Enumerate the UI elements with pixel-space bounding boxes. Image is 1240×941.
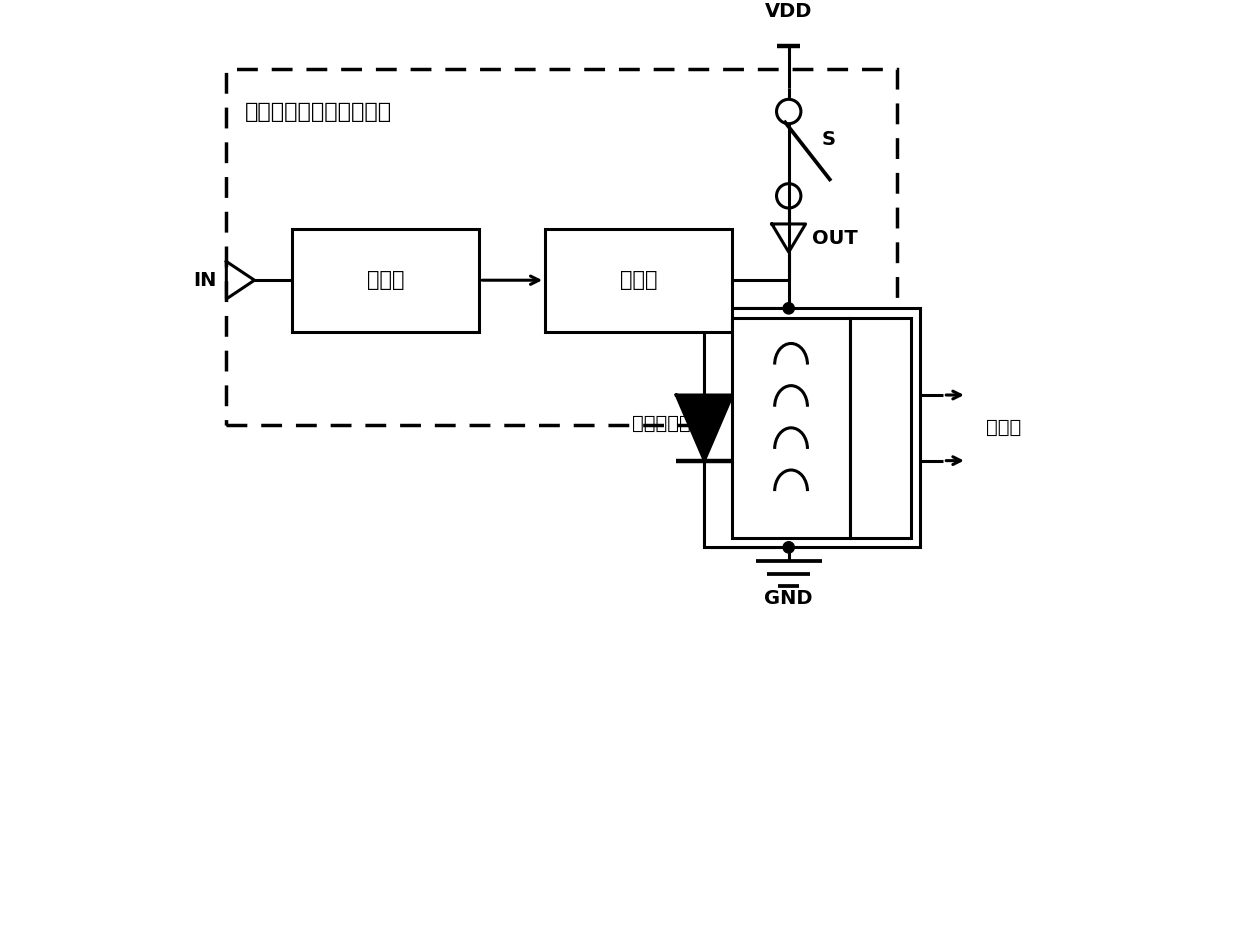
Text: VDD: VDD — [765, 2, 812, 21]
Text: S: S — [822, 130, 836, 149]
Polygon shape — [676, 395, 733, 461]
Text: OUT: OUT — [812, 229, 858, 247]
Circle shape — [784, 542, 795, 553]
Bar — [849, 318, 910, 538]
Text: 续流二极管: 续流二极管 — [631, 414, 691, 433]
Bar — [733, 318, 849, 538]
Text: GND: GND — [765, 589, 813, 609]
Text: 传统继电器高侧驱动电路: 传统继电器高侧驱动电路 — [246, 103, 392, 122]
Bar — [704, 309, 920, 548]
Text: IN: IN — [193, 271, 217, 290]
Bar — [291, 229, 480, 332]
Bar — [546, 229, 733, 332]
Text: 继电器: 继电器 — [986, 419, 1021, 438]
Bar — [227, 70, 897, 425]
Circle shape — [784, 303, 795, 314]
Text: 输入级: 输入级 — [367, 270, 404, 290]
Text: 驱动级: 驱动级 — [620, 270, 657, 290]
